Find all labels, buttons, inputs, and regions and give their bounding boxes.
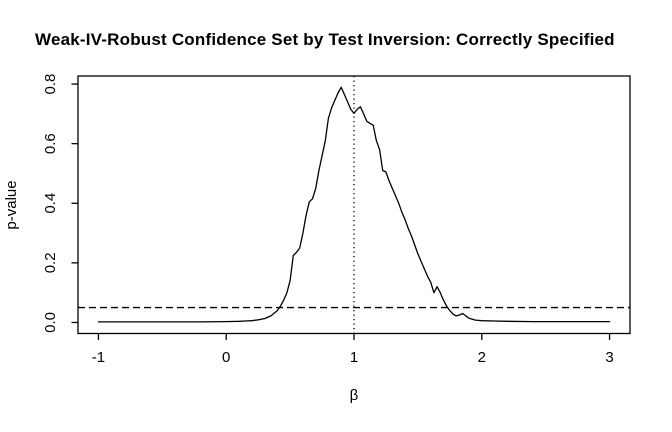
x-tick-label: 3 xyxy=(605,349,613,366)
y-tick-label: 0.6 xyxy=(42,133,59,154)
x-axis-label: β xyxy=(350,387,359,404)
p-value-curve xyxy=(97,86,611,323)
plot-title: Weak-IV-Robust Confidence Set by Test In… xyxy=(35,30,615,49)
plot-box xyxy=(77,75,631,335)
y-tick-label: 0.4 xyxy=(42,193,59,214)
x-tick-label: 2 xyxy=(478,349,486,366)
y-tick-label: 0.8 xyxy=(42,74,59,95)
y-tick-label: 0.2 xyxy=(42,252,59,273)
y-axis: 0.0 0.2 0.4 0.6 0.8 xyxy=(42,74,78,333)
x-tick-label: 1 xyxy=(350,349,358,366)
x-axis: -1 0 1 2 3 xyxy=(92,333,614,366)
x-tick-label: -1 xyxy=(92,349,105,366)
y-tick-label: 0.0 xyxy=(42,312,59,333)
x-tick-label: 0 xyxy=(222,349,230,366)
y-axis-label: p-value xyxy=(3,180,20,229)
